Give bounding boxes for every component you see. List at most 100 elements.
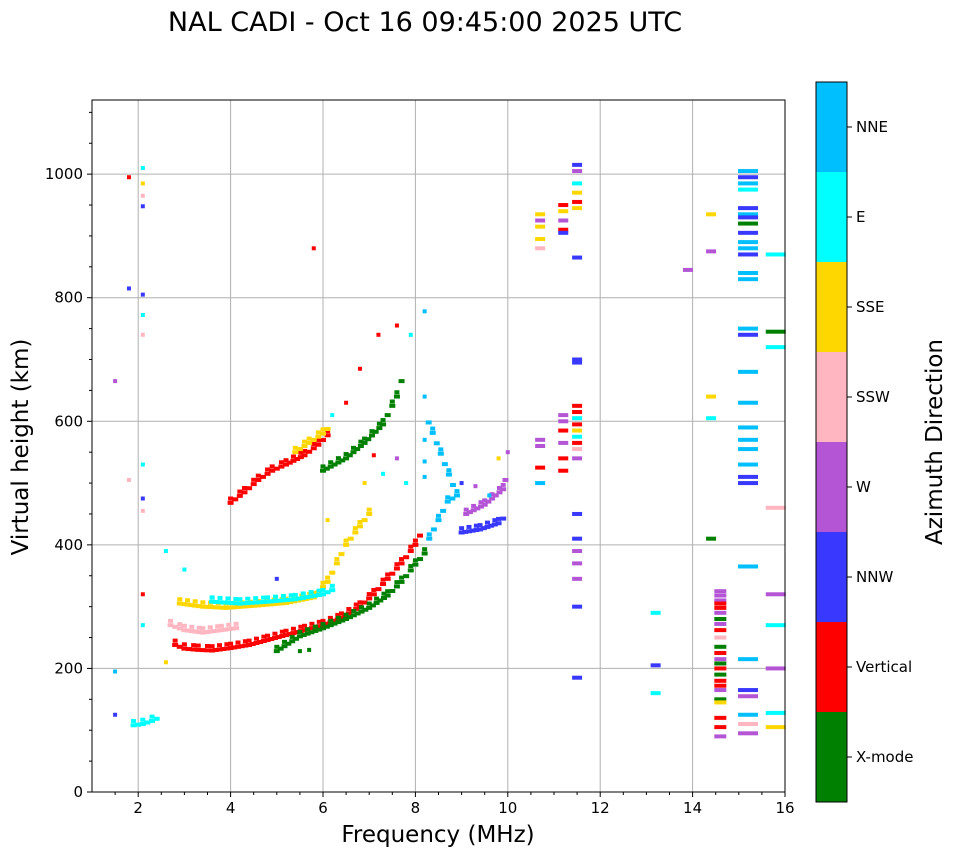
data-point [706,249,717,254]
data-point [335,620,342,625]
data-point [246,638,252,643]
data-point [331,621,338,626]
data-point [412,542,419,547]
data-point [298,450,304,455]
data-point [300,632,307,637]
data-point [252,600,259,605]
data-point [331,618,338,623]
data-point [738,212,759,217]
data-point [394,323,399,328]
data-point [714,621,727,626]
data-point [265,467,271,472]
data-point [558,230,569,235]
data-point [276,598,283,603]
data-point [558,456,569,461]
data-point [714,617,727,621]
data-point [267,602,274,607]
data-point [248,600,255,605]
data-point [204,648,211,653]
data-point [271,636,278,641]
data-point [738,447,759,452]
data-point [462,529,469,534]
data-point [369,603,376,608]
data-point [268,637,275,642]
data-point [738,564,759,569]
data-point [558,468,569,473]
data-point [199,648,206,653]
data-point [300,591,306,596]
data-point [706,416,717,421]
data-point [417,533,424,538]
data-point [477,527,484,532]
data-point [371,453,376,458]
data-point [242,639,248,644]
data-point [205,643,210,648]
data-point [480,526,487,531]
data-point [113,712,118,717]
data-point [185,628,192,633]
data-point [140,332,145,337]
data-point [310,446,317,451]
data-point [308,594,315,599]
data-point [307,647,312,652]
data-point [343,538,349,543]
data-point [572,403,583,408]
data-point [482,498,488,503]
data-point [328,460,334,465]
data-point [408,332,413,337]
data-point [714,601,727,606]
data-point [449,483,456,488]
data-point [324,433,331,438]
data-point [738,252,759,257]
data-point [572,410,583,415]
data-point [298,624,304,629]
data-point [251,477,257,482]
data-point [328,618,334,623]
data-point [329,570,336,575]
data-point [292,597,299,602]
data-point [473,528,480,533]
data-point [311,591,317,596]
data-point [304,595,311,600]
data-point [233,621,239,626]
data-point [765,329,786,334]
data-point [261,595,267,600]
data-point [235,640,241,645]
data-point [218,623,224,628]
data-point [227,646,234,651]
data-point [488,523,495,528]
data-point [407,549,414,554]
data-point [369,429,375,434]
data-point [351,608,357,613]
data-point [290,626,296,631]
y-tick-label: 1000 [45,165,83,183]
data-point [371,587,377,592]
data-point [381,471,386,476]
data-point [572,434,583,439]
data-point [296,447,303,452]
data-point [288,597,295,602]
data-point [368,433,375,438]
data-point [412,562,419,567]
data-point [300,595,307,600]
data-point [273,466,280,471]
data-point [714,605,727,610]
data-point [484,520,490,525]
data-point [458,530,465,535]
data-point [738,722,759,727]
data-point [361,518,368,523]
data-point [217,600,224,605]
data-point [393,584,400,589]
data-point [269,464,275,469]
data-point [738,425,759,430]
data-point [385,589,391,594]
data-point [738,240,759,245]
data-point [765,725,786,730]
data-point [422,474,427,479]
data-point [246,486,253,491]
data-point [283,633,290,638]
data-point [209,599,216,604]
data-point [176,601,183,606]
data-point [714,672,727,677]
data-point [738,657,759,662]
